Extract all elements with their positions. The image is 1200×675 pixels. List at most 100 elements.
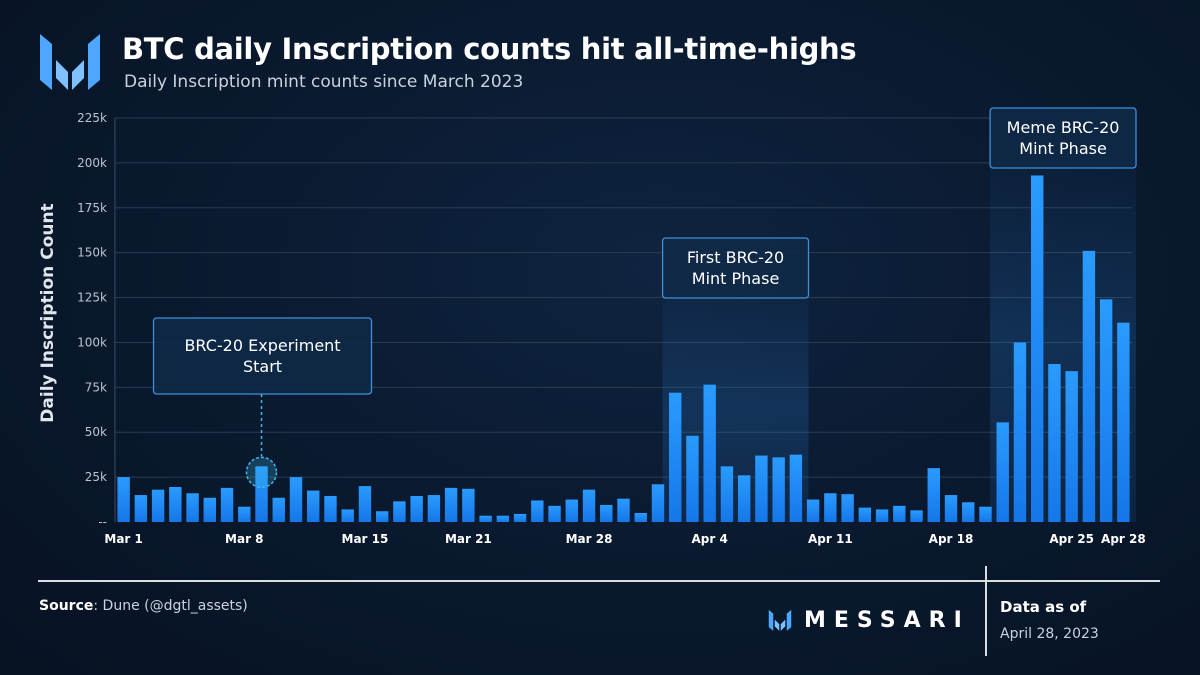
footer-divider <box>38 580 1160 582</box>
bar <box>651 484 665 522</box>
bar <box>375 511 389 522</box>
bar <box>238 506 251 522</box>
bar <box>151 489 165 522</box>
y-tick-label: 25k <box>85 470 107 484</box>
data-as-of-date: April 28, 2023 <box>1000 626 1099 642</box>
bar <box>255 466 268 522</box>
annotation-text: Start <box>243 357 282 376</box>
bar <box>772 457 785 522</box>
bar <box>858 507 872 522</box>
bar <box>962 502 975 522</box>
bar <box>203 497 217 522</box>
annotation-box <box>989 107 1137 169</box>
bar <box>324 495 337 522</box>
bar <box>910 510 923 522</box>
bar <box>548 505 561 522</box>
bar <box>565 499 578 522</box>
brand-wordmark: MESSARI <box>768 605 970 635</box>
annotation-box <box>661 237 810 299</box>
y-tick-label: -- <box>98 515 107 529</box>
highlight-band <box>662 296 809 522</box>
bar <box>272 497 285 522</box>
bar <box>893 505 906 522</box>
chart-title: BTC daily Inscription counts hit all-tim… <box>122 32 857 66</box>
x-tick-label: Mar 28 <box>566 532 613 546</box>
bar <box>1013 342 1027 522</box>
bar <box>134 495 148 522</box>
bar <box>444 487 458 522</box>
annotation-text: Meme BRC-20 <box>1007 118 1120 137</box>
bar <box>307 490 320 522</box>
bar <box>669 392 682 522</box>
y-tick-label: 100k <box>77 335 107 349</box>
bar <box>117 477 130 522</box>
bar <box>358 486 372 522</box>
bar <box>220 487 234 522</box>
x-tick-label: Mar 15 <box>342 532 389 546</box>
y-tick-label: 200k <box>77 156 107 170</box>
annotation-text: BRC-20 Experiment <box>184 336 340 355</box>
x-tick-label: Apr 25 <box>1049 532 1094 546</box>
bar <box>600 504 613 522</box>
bar <box>806 499 820 522</box>
bar <box>617 498 630 522</box>
bar <box>479 515 492 522</box>
bar <box>737 475 751 522</box>
bar <box>686 435 699 522</box>
bar <box>169 486 182 522</box>
annotation-box <box>152 317 373 395</box>
bar <box>1117 322 1130 522</box>
bar <box>720 466 734 522</box>
annotation-text: Mint Phase <box>692 269 780 288</box>
bar <box>496 515 510 522</box>
messari-logo-icon <box>40 34 100 90</box>
bar <box>341 509 354 522</box>
y-tick-label: 225k <box>77 111 107 125</box>
source-label: Source <box>39 598 94 614</box>
bar <box>634 513 647 522</box>
messari-mark-icon <box>768 609 792 631</box>
y-tick-label: 175k <box>77 201 107 215</box>
bar <box>513 513 527 522</box>
bar <box>582 489 596 522</box>
bar <box>410 495 423 522</box>
data-as-of-label: Data as of <box>1000 598 1087 616</box>
source-text: : Dune (@dgtl_assets) <box>93 598 248 614</box>
x-tick-label: Mar 21 <box>445 532 492 546</box>
chart-subtitle: Daily Inscription mint counts since Marc… <box>124 72 524 92</box>
footer-vertical-divider <box>985 566 987 656</box>
x-tick-label: Mar 1 <box>104 532 142 546</box>
x-tick-label: Apr 18 <box>929 532 974 546</box>
y-tick-label: 125k <box>77 291 107 305</box>
brand-name: MESSARI <box>804 607 970 633</box>
bar <box>1099 299 1113 522</box>
source-note: Source: Dune (@dgtl_assets) <box>39 598 248 614</box>
bar <box>875 509 889 522</box>
y-tick-label: 150k <box>77 246 107 260</box>
y-tick-label: 75k <box>85 380 107 394</box>
x-tick-label: Apr 28 <box>1101 532 1146 546</box>
bar <box>841 494 854 522</box>
bar <box>927 468 940 522</box>
x-tick-label: Apr 4 <box>692 532 728 546</box>
bar <box>1030 175 1044 523</box>
bar <box>979 506 992 522</box>
y-tick-label: 50k <box>85 425 107 439</box>
bar <box>1048 363 1061 522</box>
bar <box>393 501 406 522</box>
bar <box>789 454 803 522</box>
annotation-marker <box>245 456 278 489</box>
annotation-text: Mint Phase <box>1019 139 1107 158</box>
bar <box>1082 250 1096 523</box>
bar <box>531 500 544 522</box>
x-tick-label: Mar 8 <box>225 532 263 546</box>
highlight-band <box>990 166 1136 522</box>
bar <box>703 384 716 522</box>
bar <box>1065 371 1078 522</box>
bar <box>944 495 958 522</box>
bar-chart: -- 25k 50k 75k 100k 125k 150k 175k 200k 225k BRC-2… <box>77 107 1146 546</box>
bar <box>289 477 303 522</box>
bar <box>755 455 768 522</box>
annotation-text: First BRC-20 <box>687 248 784 267</box>
bar <box>462 488 475 522</box>
